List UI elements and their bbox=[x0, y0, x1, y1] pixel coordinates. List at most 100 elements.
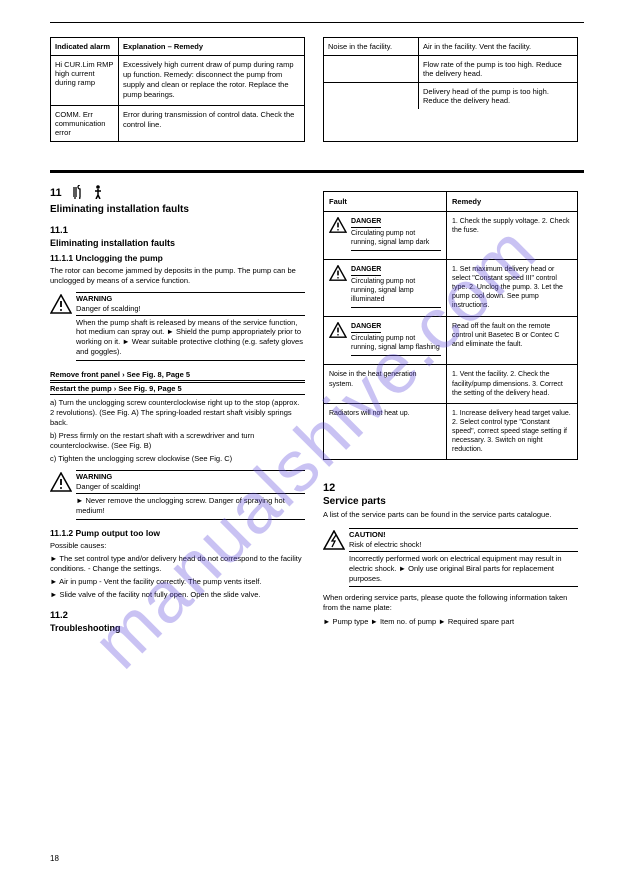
ts-header-row: Fault Remedy bbox=[324, 192, 577, 212]
ts-head-fault: Fault bbox=[324, 192, 447, 211]
section-number: 12 bbox=[323, 482, 335, 494]
table-row: Delivery head of the pump is too high. R… bbox=[324, 83, 577, 109]
body-text: The rotor can become jammed by deposits … bbox=[50, 266, 305, 286]
section-divider bbox=[50, 170, 584, 173]
table-row: Hi CUR.Lim RMP high current during ramp … bbox=[51, 56, 304, 106]
top-tables: Indicated alarm Explanation – Remedy Hi … bbox=[50, 37, 584, 142]
noise-cell: Flow rate of the pump is too high. Reduc… bbox=[419, 56, 577, 82]
step-a: a) Turn the unclogging screw countercloc… bbox=[50, 398, 305, 428]
warning-word: WARNING bbox=[76, 472, 305, 481]
instruction-ref: Restart the pump › See Fig. 9, Page 5 bbox=[50, 382, 305, 395]
subsection-11-1-num: 11.1 bbox=[50, 225, 305, 236]
section-11-title: Eliminating installation faults bbox=[50, 204, 305, 215]
alarm-cell: Excessively high current draw of pump du… bbox=[119, 56, 304, 105]
bullet-list: ► Pump type ► Item no. of pump ► Require… bbox=[323, 617, 578, 627]
section-12-title: Service parts bbox=[323, 496, 578, 507]
ts-fault-text: Circulating pump not running, signal lam… bbox=[351, 277, 441, 304]
instruction-ref: Remove front panel › See Fig. 8, Page 5 bbox=[50, 370, 305, 381]
warning-word: WARNING bbox=[76, 294, 305, 303]
ts-fault-cell: DANGER Circulating pump not running, sig… bbox=[324, 260, 447, 316]
warning-block: WARNING Danger of scalding! When the pum… bbox=[50, 292, 305, 364]
alarm-cell: Hi CUR.Lim RMP high current during ramp bbox=[51, 56, 119, 105]
page-content: Indicated alarm Explanation – Remedy Hi … bbox=[50, 22, 584, 863]
warning-triangle-icon bbox=[50, 292, 76, 364]
subsection-11-2-title: Troubleshooting bbox=[50, 623, 305, 633]
table-row: DANGER Circulating pump not running, sig… bbox=[324, 260, 577, 317]
noise-cell: Noise in the facility. bbox=[324, 38, 419, 55]
noise-table: Noise in the facility. Air in the facili… bbox=[323, 37, 578, 142]
body-text: When ordering service parts, please quot… bbox=[323, 593, 578, 613]
person-icon bbox=[94, 185, 102, 202]
alarm-cell: Error during transmission of control dat… bbox=[119, 106, 304, 141]
alarm-head-left: Indicated alarm bbox=[51, 38, 119, 55]
table-row: Noise in the facility. Air in the facili… bbox=[324, 38, 577, 56]
ts-remedy-cell: 1. Vent the facility. 2. Check the facil… bbox=[447, 365, 577, 402]
caution-word: CAUTION! bbox=[349, 530, 578, 539]
noise-cell: Air in the facility. Vent the facility. bbox=[419, 38, 577, 55]
warning-line: Danger of scalding! bbox=[76, 482, 305, 492]
danger-word: DANGER bbox=[351, 322, 381, 333]
subsection-11-2-num: 11.2 bbox=[50, 610, 305, 621]
ts-fault-text: Circulating pump not running, signal lam… bbox=[351, 334, 441, 352]
main-columns: 11 Eliminating installation faults 11.1 … bbox=[50, 185, 584, 634]
noise-cell bbox=[324, 83, 419, 109]
warning-content: CAUTION! Risk of electric shock! Incorre… bbox=[349, 528, 578, 590]
troubleshoot-table: Fault Remedy DANGER Circulating pump not… bbox=[323, 191, 578, 461]
table-header-row: Indicated alarm Explanation – Remedy bbox=[51, 38, 304, 56]
warning-triangle-icon bbox=[50, 470, 76, 522]
cause-item: ► Air in pump - Vent the facility correc… bbox=[50, 577, 305, 587]
shock-warning-block: CAUTION! Risk of electric shock! Incorre… bbox=[323, 528, 578, 590]
ts-remedy-cell: 1. Check the supply voltage. 2. Check th… bbox=[447, 212, 577, 259]
tools-icon bbox=[72, 185, 84, 202]
table-row: DANGER Circulating pump not running, sig… bbox=[324, 212, 577, 260]
warning-content: WARNING Danger of scalding! ► Never remo… bbox=[76, 470, 305, 522]
warning-content: WARNING Danger of scalding! When the pum… bbox=[76, 292, 305, 364]
warning-line: Danger of scalding! bbox=[76, 304, 305, 314]
ts-remedy-cell: Read off the fault on the remote control… bbox=[447, 317, 577, 364]
section-number: 11 bbox=[50, 187, 62, 199]
ts-fault-cell: DANGER Circulating pump not running, sig… bbox=[324, 317, 447, 364]
alarm-cell: COMM. Err communication error bbox=[51, 106, 119, 141]
danger-word: DANGER bbox=[351, 265, 381, 276]
cause-item: ► Slide valve of the facility not fully … bbox=[50, 590, 305, 600]
shock-line: Risk of electric shock! bbox=[349, 540, 578, 550]
alarm-head-right: Explanation – Remedy bbox=[119, 38, 304, 55]
warning-triangle-icon bbox=[329, 265, 347, 311]
step-c: c) Tighten the unclogging screw clockwis… bbox=[50, 454, 305, 464]
warning-subtext: ► Never remove the unclogging screw. Dan… bbox=[76, 496, 305, 516]
cause-item: ► The set control type and/or delivery h… bbox=[50, 554, 305, 574]
step-b: b) Press firmly on the restart shaft wit… bbox=[50, 431, 305, 451]
sub-11-1-1: 11.1.1 Unclogging the pump bbox=[50, 253, 305, 263]
section-11-heading: 11 bbox=[50, 185, 305, 202]
table-row: Noise in the heat generation system. 1. … bbox=[324, 365, 577, 403]
warning-subtext: When the pump shaft is released by means… bbox=[76, 318, 305, 357]
body-text: A list of the service parts can be found… bbox=[323, 510, 578, 520]
left-column: 11 Eliminating installation faults 11.1 … bbox=[50, 185, 305, 634]
sub-11-1-2: 11.1.2 Pump output too low bbox=[50, 528, 305, 538]
ts-head-remedy: Remedy bbox=[447, 192, 577, 211]
table-row: COMM. Err communication error Error duri… bbox=[51, 106, 304, 141]
subsection-11-1-title: Eliminating installation faults bbox=[50, 238, 305, 248]
warning-block: WARNING Danger of scalding! ► Never remo… bbox=[50, 470, 305, 522]
section-12-heading: 12 bbox=[323, 482, 578, 494]
ts-fault-cell: DANGER Circulating pump not running, sig… bbox=[324, 212, 447, 259]
shock-subtext: Incorrectly performed work on electrical… bbox=[349, 554, 578, 583]
ts-fault-cell: Noise in the heat generation system. bbox=[324, 365, 447, 402]
alarm-table: Indicated alarm Explanation – Remedy Hi … bbox=[50, 37, 305, 142]
noise-cell: Delivery head of the pump is too high. R… bbox=[419, 83, 577, 109]
ts-fault-text: Circulating pump not running, signal lam… bbox=[351, 229, 441, 247]
warning-triangle-icon bbox=[329, 217, 347, 254]
ts-remedy-cell: 1. Increase delivery head target value. … bbox=[447, 404, 577, 459]
table-row: DANGER Circulating pump not running, sig… bbox=[324, 317, 577, 365]
warning-triangle-icon bbox=[329, 322, 347, 359]
table-row: Flow rate of the pump is too high. Reduc… bbox=[324, 56, 577, 83]
header-rule bbox=[50, 22, 584, 23]
shock-triangle-icon bbox=[323, 528, 349, 590]
ts-remedy-cell: 1. Set maximum delivery head or select "… bbox=[447, 260, 577, 316]
ts-fault-cell: Radiators will not heat up. bbox=[324, 404, 447, 459]
causes-intro: Possible causes: bbox=[50, 541, 305, 551]
page-number: 18 bbox=[50, 854, 59, 863]
danger-word: DANGER bbox=[351, 217, 381, 228]
table-row: Radiators will not heat up. 1. Increase … bbox=[324, 404, 577, 459]
right-column: Fault Remedy DANGER Circulating pump not… bbox=[323, 185, 578, 634]
